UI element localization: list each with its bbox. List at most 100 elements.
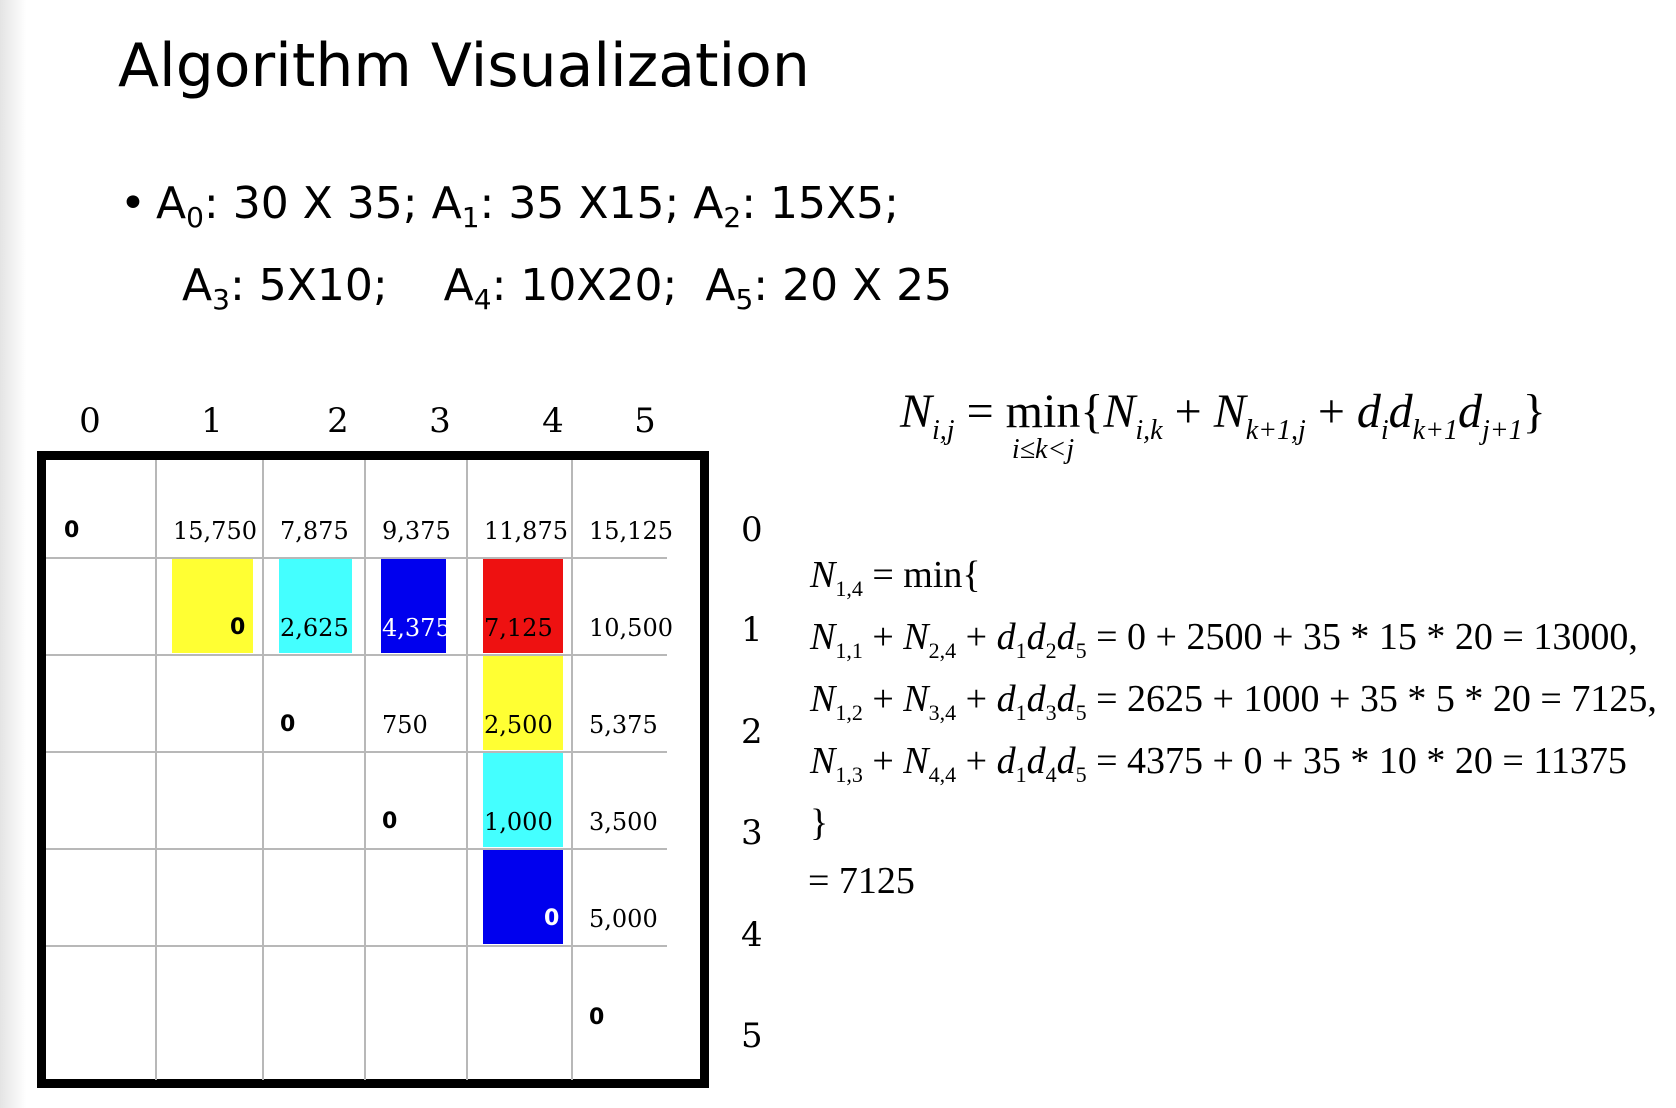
slide-title: Algorithm Visualization bbox=[118, 31, 810, 101]
highlight-cell bbox=[483, 849, 563, 944]
matrix-index: 3 bbox=[212, 283, 230, 316]
example-d: d bbox=[1056, 678, 1076, 720]
example-subscript: 5 bbox=[1075, 762, 1087, 787]
grid-line bbox=[46, 848, 667, 850]
example-subscript: 1,4 bbox=[835, 576, 863, 601]
highlight-cell bbox=[172, 558, 253, 653]
table-cell-value: 0 bbox=[230, 614, 246, 640]
highlight-cell bbox=[483, 655, 563, 750]
dp-table: 0 15,750 7,875 9,375 11,875 15,125 0 2,625 4,375… bbox=[37, 451, 709, 1088]
example-line-1: N1,1 + N2,4 + d1d2d5 = 0 + 2500 + 35 * 1… bbox=[810, 616, 1638, 662]
matrix-dims-line-1: • A0: 30 X 35; A1: 35 X15; A2: 15X5; bbox=[120, 182, 899, 232]
example-subscript: 5 bbox=[1075, 700, 1087, 725]
formula-plus: + bbox=[1305, 385, 1357, 438]
row-index: 2 bbox=[741, 712, 763, 752]
example-subscript: 1 bbox=[1015, 638, 1027, 663]
matrix-index: 4 bbox=[473, 283, 492, 316]
formula-subscript: j+1 bbox=[1482, 415, 1523, 446]
matrix-dims: : 30 X 35; bbox=[203, 178, 432, 229]
matrix-name: A bbox=[693, 178, 724, 229]
matrix-dims: : 20 X 25 bbox=[753, 260, 953, 311]
grid-line bbox=[155, 460, 157, 1080]
matrix-dims: : 35 X15; bbox=[479, 178, 694, 229]
example-n: N bbox=[903, 740, 929, 782]
example-plus: + bbox=[862, 740, 904, 782]
formula-subscript: k+1 bbox=[1412, 415, 1458, 446]
matrix-name: A bbox=[705, 260, 736, 311]
example-d: d bbox=[996, 678, 1016, 720]
matrix-dims: : 10X20; bbox=[491, 260, 706, 311]
matrix-dim: A1: 35 X15; bbox=[432, 178, 694, 232]
table-cell-value: 2,625 bbox=[280, 613, 349, 642]
example-n: N bbox=[810, 740, 836, 782]
table-cell-value: 750 bbox=[382, 710, 428, 739]
formula-plus: + bbox=[1162, 385, 1214, 438]
grid-line bbox=[46, 557, 667, 559]
table-cell-value: 2,500 bbox=[484, 710, 553, 739]
example-plus: + bbox=[956, 616, 997, 658]
matrix-name: A bbox=[155, 178, 187, 229]
formula-min-word: min bbox=[1005, 385, 1081, 438]
table-cell-value: 0 bbox=[544, 905, 560, 931]
example-subscript: 1,1 bbox=[835, 638, 863, 663]
column-index: 2 bbox=[327, 401, 349, 441]
formula-subscript: i bbox=[1380, 415, 1389, 446]
formula-d: d bbox=[1388, 385, 1413, 438]
example-result: = 7125 bbox=[808, 860, 915, 902]
example-d: d bbox=[1056, 616, 1076, 658]
example-d: d bbox=[996, 616, 1016, 658]
column-index: 5 bbox=[634, 401, 656, 441]
row-index: 0 bbox=[741, 510, 763, 550]
table-cell-value: 5,375 bbox=[589, 710, 658, 739]
grid-line bbox=[364, 460, 366, 1080]
matrix-dims: : 15X5; bbox=[741, 178, 899, 229]
matrix-index: 0 bbox=[186, 201, 204, 234]
matrix-index: 1 bbox=[461, 201, 480, 234]
matrix-index: 2 bbox=[723, 201, 742, 234]
formula-brace-close: } bbox=[1522, 385, 1546, 438]
matrix-dim: A4: 10X20; bbox=[443, 260, 706, 314]
grid-line bbox=[262, 460, 264, 1080]
matrix-name: A bbox=[182, 260, 213, 311]
table-cell-value: 5,000 bbox=[589, 904, 658, 933]
table-cell-value: 0 bbox=[280, 711, 296, 737]
recurrence-formula: Ni,j = min i≤k<j {Ni,k + Nk+1,j + didk+1dj… bbox=[900, 385, 1546, 464]
example-subscript: 1,2 bbox=[835, 700, 863, 725]
formula-equals: = bbox=[954, 385, 1006, 438]
matrix-dim: A3: 5X10; bbox=[182, 260, 444, 314]
table-cell-value: 3,500 bbox=[589, 807, 658, 836]
table-cell-value: 11,875 bbox=[484, 516, 568, 545]
column-index: 3 bbox=[429, 401, 451, 441]
grid-line bbox=[46, 751, 667, 753]
formula-d: d bbox=[1458, 385, 1482, 438]
example-plus: + bbox=[956, 740, 997, 782]
table-cell-value: 10,500 bbox=[589, 613, 673, 642]
column-index: 4 bbox=[542, 401, 564, 441]
matrix-dim: A0: 30 X 35; bbox=[155, 178, 432, 232]
example-subscript: 4,4 bbox=[928, 762, 957, 787]
example-rhs: = 4375 + 0 + 35 * 10 * 20 = 11375 bbox=[1086, 740, 1627, 782]
column-index: 1 bbox=[201, 401, 223, 441]
matrix-dim: A2: 15X5; bbox=[693, 178, 899, 232]
formula-subscript: i,k bbox=[1135, 415, 1163, 446]
row-index: 3 bbox=[741, 813, 763, 853]
formula-subscript: k+1,j bbox=[1245, 415, 1306, 446]
example-n: N bbox=[903, 616, 929, 658]
example-n: N bbox=[810, 616, 836, 658]
example-rhs: = 2625 + 1000 + 35 * 5 * 20 = 7125, bbox=[1086, 678, 1657, 720]
bullet-dot: • bbox=[120, 178, 146, 229]
matrix-dims-line-2: A3: 5X10; A4: 10X20; A5: 20 X 25 bbox=[182, 264, 952, 314]
row-index: 4 bbox=[741, 915, 763, 955]
example-plus: + bbox=[862, 616, 904, 658]
highlight-cell bbox=[279, 558, 352, 653]
matrix-index: 5 bbox=[735, 283, 754, 316]
table-cell-value: 4,375 bbox=[382, 613, 451, 642]
example-subscript: 4 bbox=[1045, 762, 1057, 787]
formula-min-range: i≤k<j bbox=[1011, 434, 1075, 465]
example-subscript: 1 bbox=[1015, 762, 1027, 787]
matrix-dims-list-1: A0: 30 X 35; A1: 35 X15; A2: 15X5; bbox=[155, 178, 899, 232]
matrix-dims: : 5X10; bbox=[229, 260, 444, 311]
matrix-name: A bbox=[443, 260, 474, 311]
table-cell-value: 15,125 bbox=[589, 516, 673, 545]
table-cell-value: 7,125 bbox=[484, 613, 553, 642]
